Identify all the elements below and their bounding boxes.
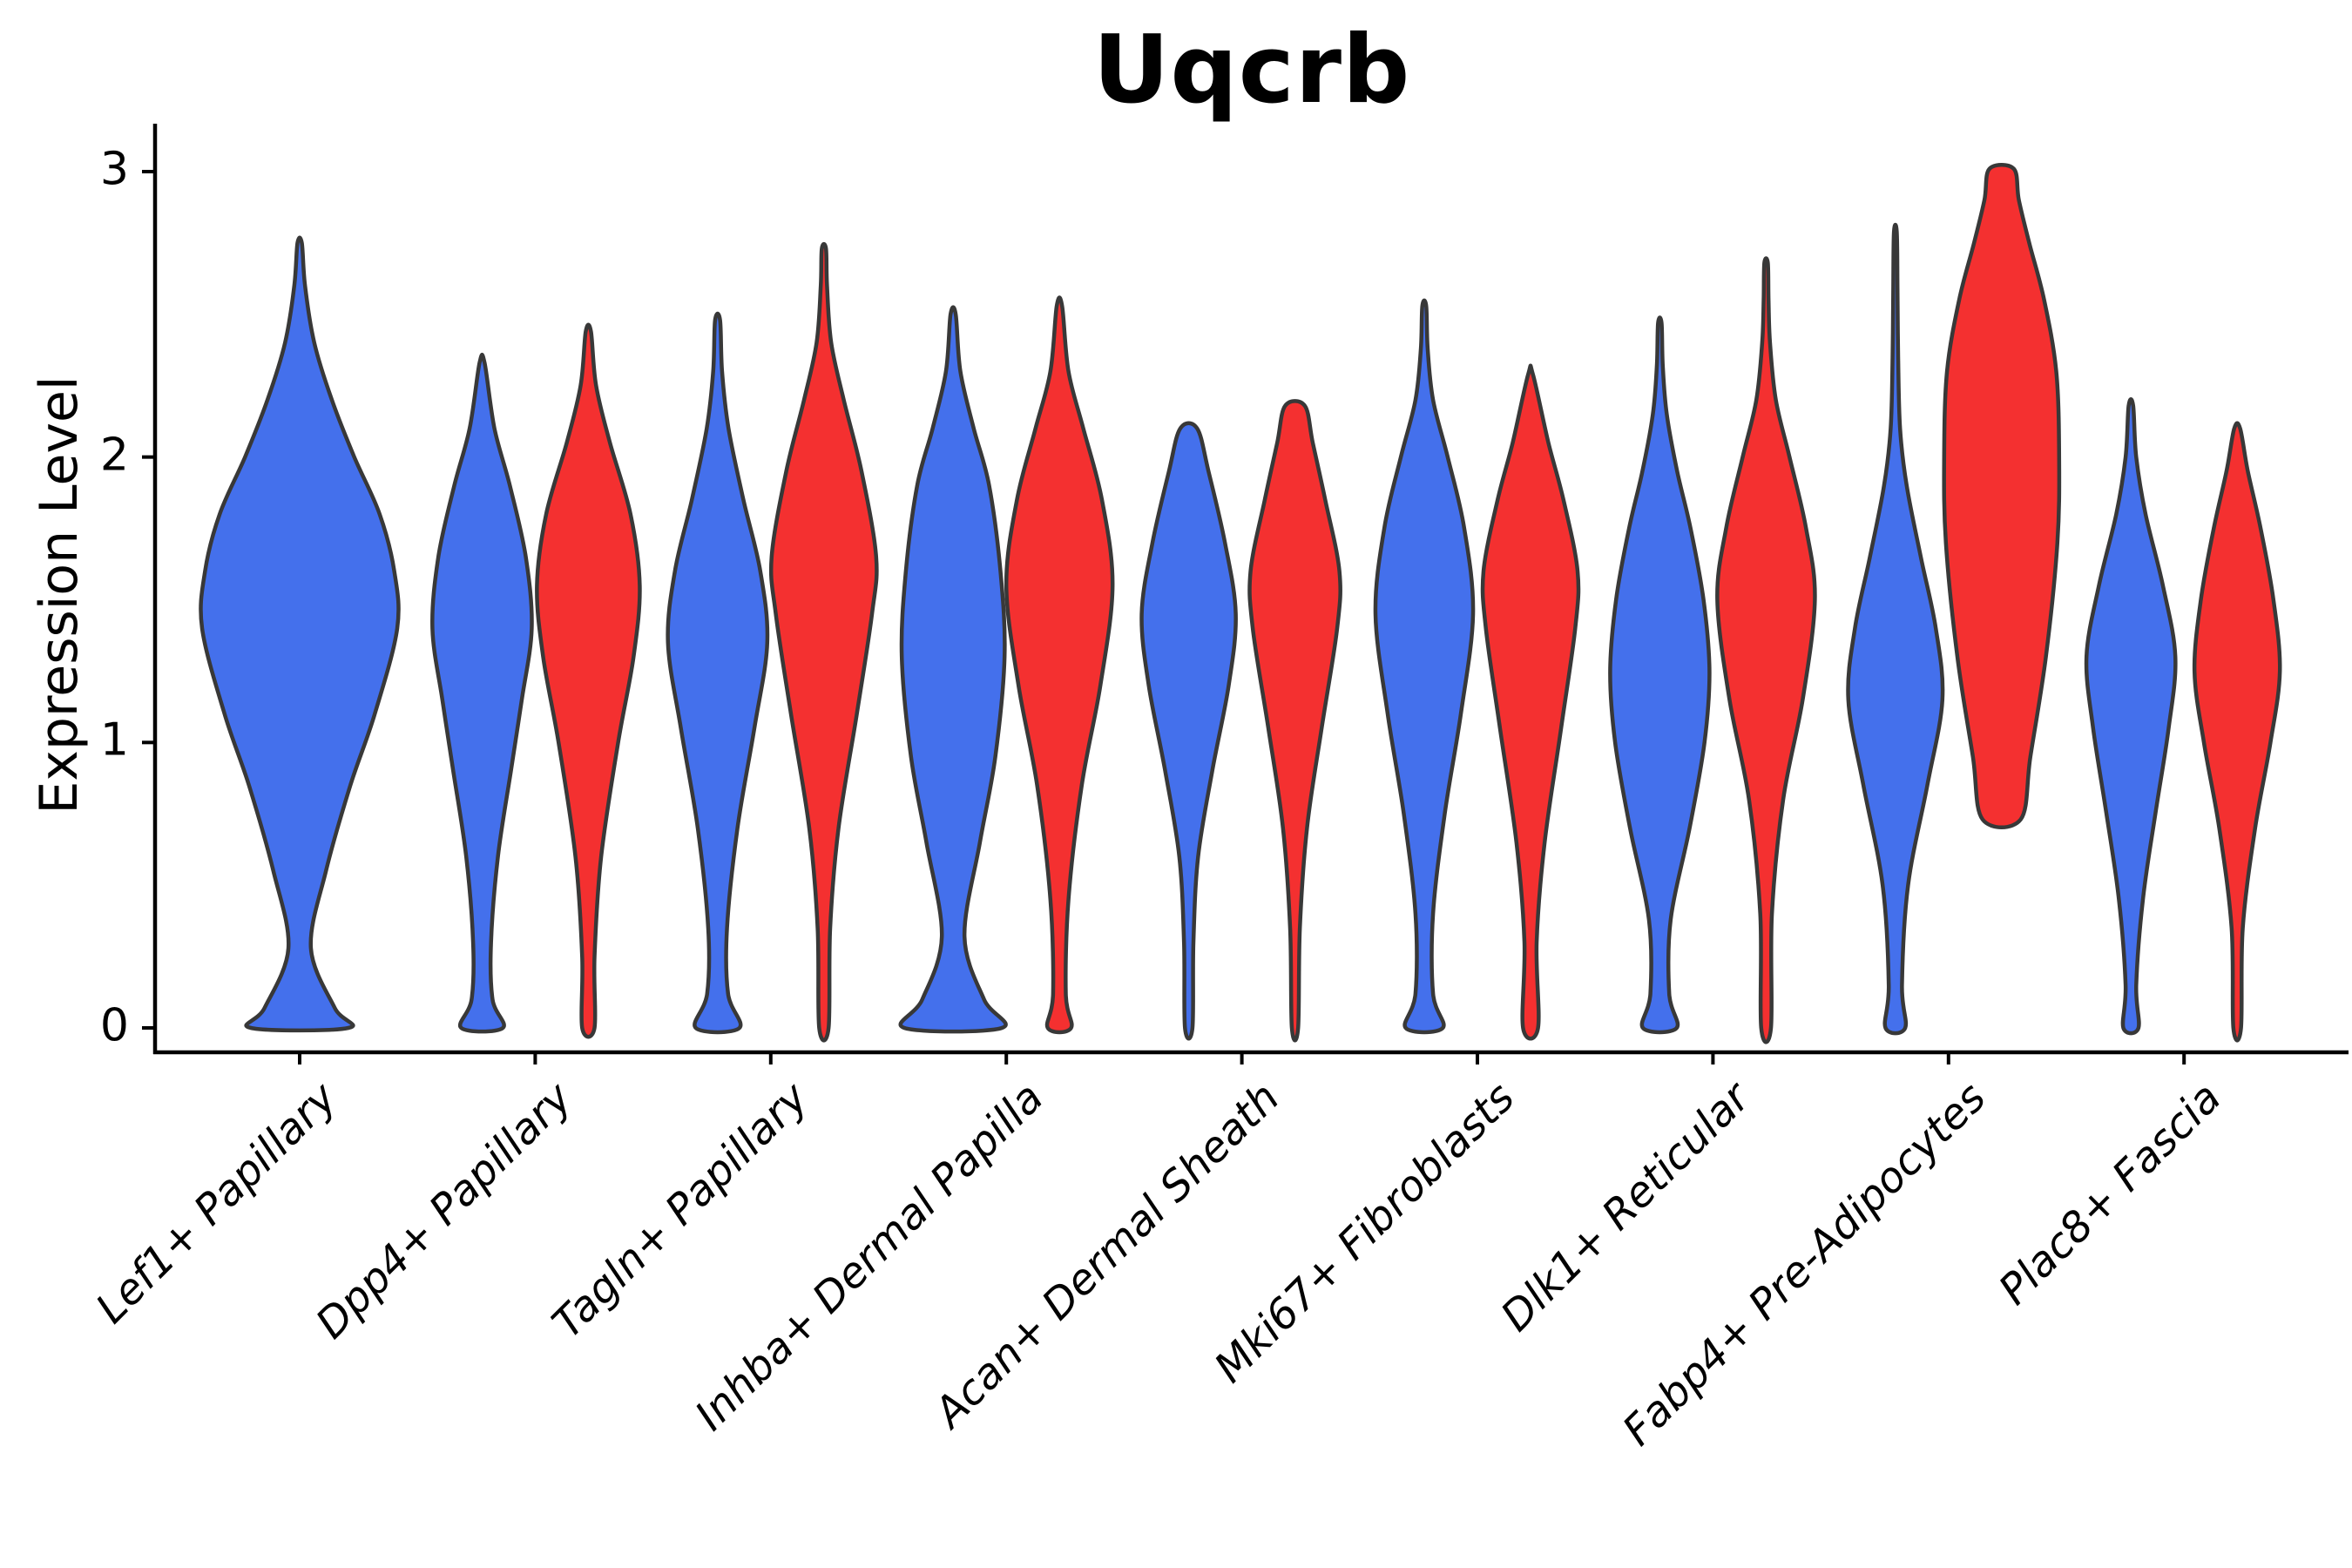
y-tick-label-3: 3 — [99, 143, 129, 196]
violin-dpp4-papillary-blue — [430, 352, 534, 1034]
violin-inhba-dermal-papilla-red — [1004, 295, 1115, 1035]
violin-plac8-fascia-blue — [2084, 397, 2178, 1036]
chart-title: Uqcrb — [1092, 16, 1411, 125]
violin-tagln-papillary-red — [768, 241, 879, 1043]
y-tick-label-2: 2 — [99, 429, 129, 482]
violin-tagln-papillary-blue — [666, 311, 770, 1035]
y-axis-title: Expression Level — [29, 375, 90, 814]
y-tick-label-1: 1 — [99, 713, 129, 767]
violin-dlk1-reticular-red — [1715, 256, 1817, 1044]
violin-dlk1-reticular-blue — [1608, 315, 1712, 1035]
violin-fabp4-pre-adipocytes-blue — [1846, 222, 1945, 1036]
violin-dpp4-papillary-red — [535, 322, 642, 1039]
violin-acan-dermal-sheath-blue — [1139, 421, 1238, 1041]
violin-plac8-fascia-red — [2192, 421, 2282, 1043]
violin-mki67-fibroblasts-blue — [1373, 298, 1476, 1035]
violin-mki67-fibroblasts-red — [1480, 363, 1581, 1041]
violin-fabp4-pre-adipocytes-red — [1942, 162, 2062, 830]
violin-lef1-papillary-blue — [199, 235, 401, 1033]
violin-acan-dermal-sheath-red — [1247, 399, 1342, 1043]
violin-inhba-dermal-papilla-blue — [898, 305, 1008, 1034]
y-tick-label-0: 0 — [99, 999, 129, 1052]
